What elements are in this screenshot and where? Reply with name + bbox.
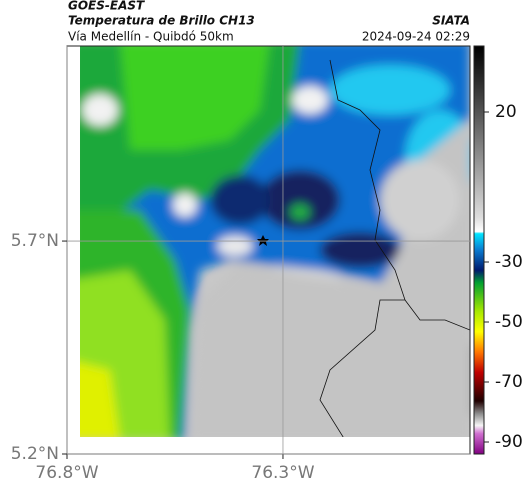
- colorbar-label: 20: [495, 102, 517, 122]
- source: SIATA: [432, 14, 470, 28]
- y-tick-label: 5.2°N: [11, 444, 59, 464]
- x-tick-label: 76.8°W: [35, 463, 98, 483]
- colorbar-label: -50: [495, 312, 523, 332]
- colorbar: [473, 45, 485, 455]
- satellite-image: [80, 46, 470, 437]
- timestamp: 2024-09-24 02:29: [362, 30, 470, 44]
- region: Vía Medellín - Quibdó 50km: [68, 30, 234, 44]
- y-tick-label: 5.7°N: [11, 231, 59, 251]
- colorbar-label: -30: [495, 252, 523, 272]
- colorbar-label: -70: [495, 372, 523, 392]
- x-tick-label: 76.3°W: [251, 463, 314, 483]
- subtitle: Temperatura de Brillo CH13: [68, 14, 255, 28]
- title: GOES-EAST: [68, 0, 145, 13]
- colorbar-label: -90: [495, 432, 523, 452]
